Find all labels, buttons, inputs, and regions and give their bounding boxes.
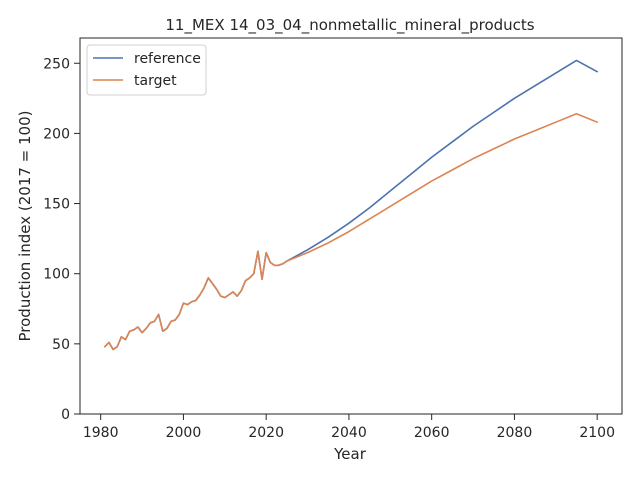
y-tick-label: 100: [43, 267, 70, 283]
y-tick-label: 50: [52, 337, 70, 353]
plot-frame: [79, 37, 623, 415]
y-tick-label: 0: [61, 407, 70, 423]
x-tick-label: 2000: [166, 425, 202, 441]
legend-label-reference: reference: [134, 51, 201, 67]
x-axis: 1980 2000 2020 2040 2060 2080 2100: [83, 414, 615, 441]
x-tick-label: 2040: [331, 425, 367, 441]
y-tick-label: 150: [43, 197, 70, 213]
x-axis-label: Year: [333, 445, 367, 463]
chart-title: 11_MEX 14_03_04_nonmetallic_mineral_prod…: [165, 16, 534, 35]
legend: reference target: [86, 44, 207, 96]
x-tick-label: 2020: [248, 425, 284, 441]
x-tick-label: 2060: [414, 425, 450, 441]
x-tick-label: 2080: [497, 425, 533, 441]
y-tick-label: 250: [43, 56, 70, 72]
x-tick-label: 2100: [579, 425, 615, 441]
x-tick-label: 1980: [83, 425, 119, 441]
y-axis: 0 50 100 150 200 250: [43, 56, 80, 423]
y-tick-label: 200: [43, 126, 70, 142]
plot-area: [79, 37, 623, 415]
legend-label-target: target: [134, 73, 177, 89]
y-axis-label: Production index (2017 = 100): [16, 111, 34, 342]
series-line-target: [104, 112, 598, 351]
